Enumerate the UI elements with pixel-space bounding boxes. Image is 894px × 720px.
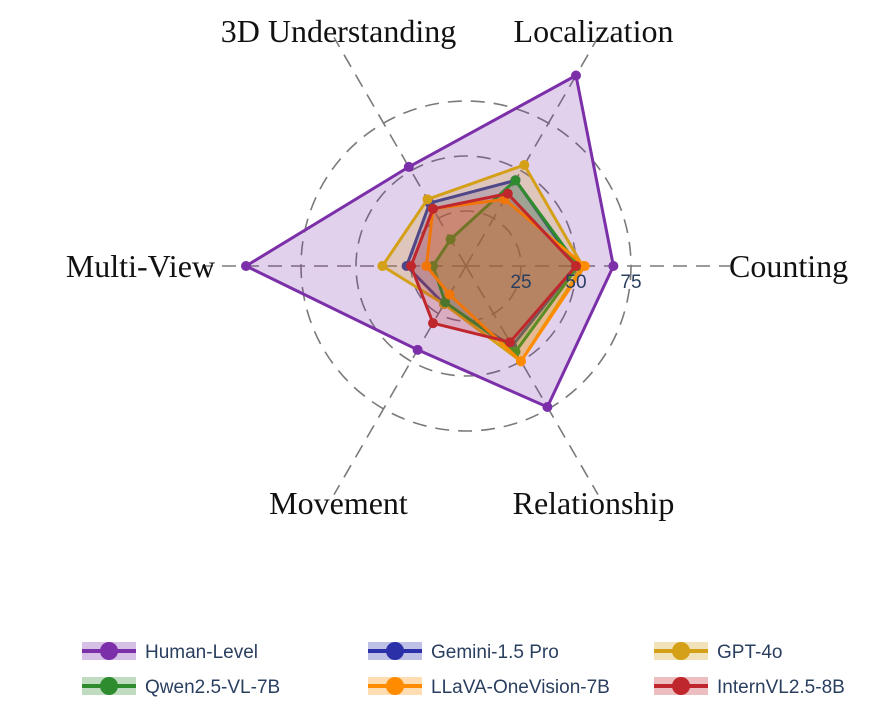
axis-label-counting: Counting [729,248,848,284]
data-point-qwen2-5-vl-7b-2 [445,234,456,245]
legend-marker-gemini-1-5-pro [386,642,404,660]
data-point-human-level-5 [542,401,553,412]
legend-item-human-level: Human-Level [82,642,258,663]
axis-label-3d-understanding: 3D Understanding [221,13,457,49]
data-point-llava-onevision-7b-0 [579,261,590,271]
axis-label-relationship: Relationship [513,485,675,521]
data-point-internvl2-5-8b-4 [428,318,438,329]
legend-item-internvl2-5-8b: InternVL2.5-8B [654,677,845,698]
legend-label-internvl2-5-8b: InternVL2.5-8B [717,677,845,698]
legend-item-llava-onevision-7b: LLaVA-OneVision-7B [368,677,610,698]
legend-label-gpt-4o: GPT-4o [717,642,782,663]
data-point-internvl2-5-8b-1 [502,188,513,199]
legend-item-qwen2-5-vl-7b: Qwen2.5-VL-7B [82,677,280,698]
data-point-qwen2-5-vl-7b-1 [510,175,521,186]
spoke-relationship [465,265,599,496]
tick-label-75: 75 [620,272,641,293]
legend-marker-human-level [100,642,118,660]
data-point-gpt-4o-2 [422,194,433,205]
axis-labels: Counting Localization 3D Understanding Mult… [66,13,848,521]
legend-label-llava-onevision-7b: LLaVA-OneVision-7B [431,677,610,698]
data-point-llava-onevision-7b-5 [516,356,526,367]
axis-label-multi-view: Multi-View [66,248,215,284]
axis-label-localization: Localization [514,13,674,49]
legend-marker-llava-onevision-7b [386,677,404,695]
tick-label-25: 25 [510,272,531,293]
series-internvl2-5-8b [406,188,581,348]
legend-label-gemini-1-5-pro: Gemini-1.5 Pro [431,642,559,663]
radial-ticks: 25 50 75 [510,272,641,293]
legend: Human-Level Gemini-1.5 Pro GPT-4o Qwen2.5-V… [82,642,845,698]
legend-label-human-level: Human-Level [145,642,258,663]
data-point-human-level-0 [608,261,619,271]
spoke-movement [333,265,467,496]
data-point-gpt-4o-1 [519,160,530,171]
data-point-internvl2-5-8b-3 [406,261,416,271]
data-point-internvl2-5-8b-0 [571,261,581,271]
axis-label-movement: Movement [269,485,408,521]
data-point-human-level-2 [403,161,414,172]
legend-marker-gpt-4o [672,642,690,660]
data-point-llava-onevision-7b-4 [444,289,455,300]
data-point-internvl2-5-8b-2 [428,203,438,214]
legend-marker-internvl2-5-8b [672,677,690,695]
legend-item-gemini-1-5-pro: Gemini-1.5 Pro [368,642,559,663]
legend-item-gpt-4o: GPT-4o [654,642,782,663]
data-point-llava-onevision-7b-3 [421,261,432,271]
data-point-gpt-4o-3 [377,261,388,271]
data-point-human-level-3 [241,261,251,271]
legend-marker-qwen2-5-vl-7b [100,677,118,695]
data-point-internvl2-5-8b-5 [505,337,515,348]
data-point-qwen2-5-vl-7b-4 [440,297,451,308]
series-layer [241,70,619,412]
legend-label-qwen2-5-vl-7b: Qwen2.5-VL-7B [145,677,280,698]
data-point-human-level-1 [571,70,581,81]
tick-label-50: 50 [565,272,586,293]
spoke-3d-understanding [333,36,467,267]
data-point-human-level-4 [412,344,423,355]
